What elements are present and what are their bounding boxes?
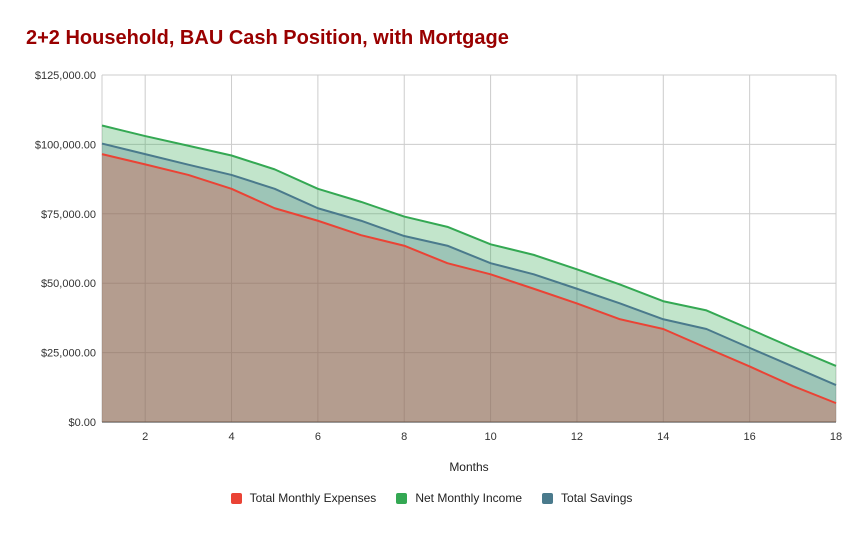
chart-title: 2+2 Household, BAU Cash Position, with M… <box>26 27 509 49</box>
legend-label: Total Monthly Expenses <box>249 491 377 505</box>
x-tick-label: 10 <box>484 431 496 443</box>
legend-swatch <box>542 492 554 504</box>
legend: Total Monthly Expenses Net Monthly Income… <box>0 491 863 505</box>
legend-swatch <box>396 492 408 504</box>
grid-lines <box>101 74 837 423</box>
y-tick-label: $25,000.00 <box>41 348 96 360</box>
x-tick-label: 4 <box>228 431 234 443</box>
x-tick-label: 12 <box>571 431 583 443</box>
area-total-monthly-expenses <box>102 154 836 422</box>
line-net-monthly-income <box>101 124 837 367</box>
y-tick-label: $50,000.00 <box>41 278 96 290</box>
legend-swatch <box>230 492 242 504</box>
y-tick-label: $75,000.00 <box>41 209 96 221</box>
legend-item[interactable]: Net Monthly Income <box>396 491 522 505</box>
y-tick-label: $125,000.00 <box>35 70 96 82</box>
legend-item[interactable]: Total Monthly Expenses <box>230 491 377 505</box>
series-lines <box>101 124 837 405</box>
line-total-monthly-expenses <box>101 153 837 405</box>
y-tick-label: $100,000.00 <box>35 139 96 151</box>
x-tick-label: 16 <box>744 431 756 443</box>
series-areas <box>102 125 836 423</box>
x-axis-label: Months <box>449 460 488 474</box>
legend-item[interactable]: Total Savings <box>542 491 632 505</box>
area-net-monthly-income <box>102 125 836 423</box>
area-total-savings <box>102 143 836 422</box>
x-tick-label: 6 <box>315 431 321 443</box>
x-tick-label: 18 <box>830 431 842 443</box>
y-tick-label: $0.00 <box>68 417 96 429</box>
x-tick-label: 2 <box>142 431 148 443</box>
line-total-savings <box>101 142 837 386</box>
x-tick-label: 8 <box>401 431 407 443</box>
legend-label: Total Savings <box>561 491 633 505</box>
legend-label: Net Monthly Income <box>415 491 523 505</box>
axis-ticks: $0.00 $25,000.00 $50,000.00 $75,000.00 $100,… <box>35 70 842 443</box>
x-tick-label: 14 <box>657 431 669 443</box>
